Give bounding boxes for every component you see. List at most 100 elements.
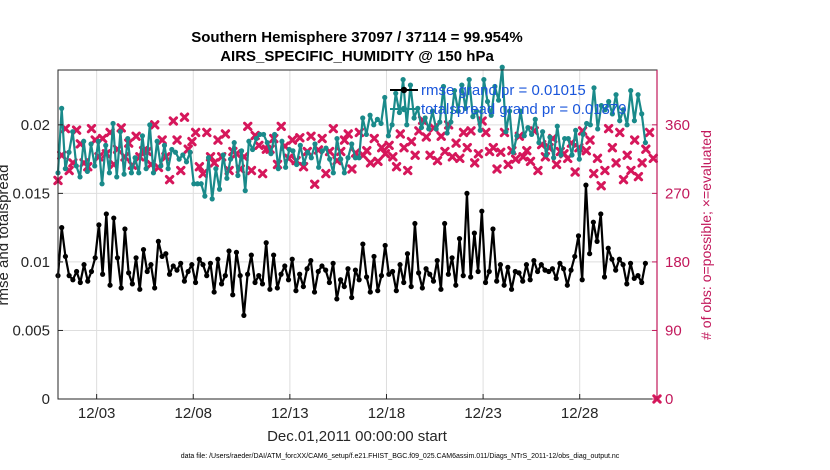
obs-marker-cross (648, 153, 658, 164)
obs-marker-cross (164, 174, 175, 185)
obs-marker-cross (581, 146, 592, 156)
obs-evaluated-marker (168, 116, 179, 126)
obs-evaluated-marker (410, 150, 420, 160)
rmse-point (163, 251, 169, 257)
rmse-point (282, 263, 288, 269)
rmse-point (323, 267, 329, 273)
y-right-tick-label: 270 (665, 185, 690, 202)
totalspread-point (345, 155, 351, 161)
rmse-point (505, 264, 511, 270)
rmse-point (330, 260, 336, 266)
obs-marker-cross (615, 127, 625, 138)
totalspread-point (334, 135, 340, 142)
x-axis-label: Dec.01,2011 00:00:00 start (267, 428, 448, 445)
obs-evaluated-marker (518, 152, 528, 162)
obs-marker-cross (585, 135, 595, 145)
totalspread-point (70, 129, 76, 135)
y-axis-label: rmse and totalspread (0, 165, 12, 306)
totalspread-point (433, 126, 439, 132)
obs-marker-cross (596, 181, 606, 191)
rmse-point (289, 256, 295, 262)
obs-marker-cross (551, 159, 562, 170)
totalspread-point (481, 76, 487, 83)
rmse-point (397, 262, 403, 268)
rmse-point (92, 255, 98, 261)
obs-evaluated-marker (570, 167, 580, 177)
totalspread-point (473, 108, 480, 114)
totalspread-point (400, 76, 406, 83)
totalspread-point (114, 174, 120, 180)
rmse-point (73, 268, 80, 275)
totalspread-point (341, 170, 347, 176)
obs-evaluated-marker (150, 120, 160, 130)
obs-marker-cross (510, 154, 521, 164)
obs-marker-cross (276, 121, 286, 132)
rmse-point (218, 281, 225, 287)
obs-evaluated-marker (481, 127, 491, 138)
obs-marker-cross (496, 147, 506, 157)
totalspread-point (121, 171, 127, 177)
rmse-point (371, 253, 377, 260)
rmse-point (144, 268, 150, 275)
obs-evaluated-marker (306, 131, 316, 141)
totalspread-point (260, 131, 267, 138)
totalspread-point (554, 123, 560, 129)
obs-evaluated-marker (533, 165, 543, 176)
rmse-point (572, 253, 578, 260)
rmse-point (453, 282, 459, 288)
rmse-point (631, 275, 637, 281)
obs-evaluated-marker (246, 165, 257, 176)
totalspread-point (88, 141, 94, 147)
obs-marker-cross (391, 162, 402, 172)
obs-evaluated-marker (321, 168, 331, 179)
obs-evaluated-marker (202, 127, 212, 138)
totalspread-point (132, 155, 138, 161)
obs-evaluated-marker (618, 174, 629, 185)
obs-marker-cross (380, 149, 391, 159)
totalspread-point (378, 120, 384, 127)
rmse-point (564, 282, 570, 288)
obs-evaluated-marker (317, 133, 327, 144)
obs-evaluated-marker (451, 138, 461, 148)
rmse-point (482, 279, 489, 286)
rmse-point (256, 273, 262, 279)
obs-evaluated-marker (365, 158, 376, 168)
obs-evaluated-marker (384, 140, 394, 151)
obs-marker-cross (317, 133, 327, 144)
y-axis-right-label: # of obs: o=possible; ×=evaluated (698, 130, 714, 340)
totalspread-point (639, 111, 645, 117)
legend: rmse grand pr = 0.01015 totalspread gran… (390, 82, 627, 118)
obs-evaluated-marker (343, 129, 353, 139)
totalspread-point (506, 108, 513, 114)
obs-evaluated-marker (626, 165, 636, 176)
totalspread-point (290, 148, 296, 154)
totalspread-point (194, 181, 201, 187)
rmse-point (211, 289, 217, 295)
rmse-point (430, 278, 437, 284)
rmse-point (386, 271, 392, 277)
totalspread-point (294, 161, 300, 168)
obs-marker-cross (243, 121, 253, 132)
totalspread-point (543, 152, 549, 158)
totalspread-point (477, 127, 483, 133)
obs-marker-cross (179, 112, 190, 122)
rmse-point (538, 262, 544, 268)
rmse-point (140, 246, 147, 253)
rmse-point (520, 278, 526, 284)
obs-evaluated-marker (362, 146, 372, 156)
rmse-point (456, 236, 463, 242)
obs-evaluated-marker (131, 131, 141, 141)
totalspread-point (576, 156, 582, 162)
totalspread-point (470, 114, 476, 120)
totalspread-point (492, 83, 498, 90)
rmse-point (304, 266, 310, 272)
totalspread-point (349, 141, 355, 147)
rmse-point (464, 190, 470, 196)
totalspread-point (187, 149, 193, 155)
totalspread-point (264, 140, 270, 146)
totalspread-point (367, 112, 373, 118)
rmse-point (486, 268, 492, 275)
totalspread-point (488, 112, 494, 118)
rmse-point (230, 292, 236, 298)
totalspread-point (77, 174, 83, 180)
